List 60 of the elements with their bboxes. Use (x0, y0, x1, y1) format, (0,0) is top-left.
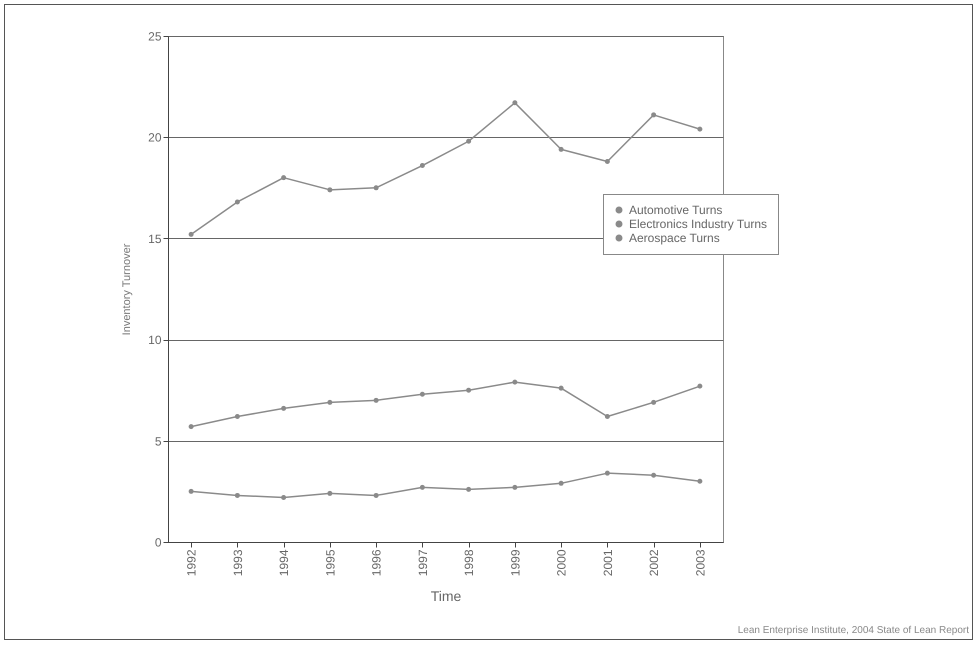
y-tick-label: 20 (148, 130, 162, 145)
point (374, 398, 379, 403)
y-tick-label: 5 (154, 434, 162, 448)
point (234, 199, 240, 204)
point (604, 158, 610, 164)
point (558, 386, 564, 391)
point (420, 484, 425, 490)
x-tick-label: 1999 (508, 549, 522, 576)
point (697, 478, 702, 484)
y-axis-title: Inventory Turnover (121, 243, 134, 336)
x-axis-title: Time (430, 588, 462, 604)
point (234, 414, 240, 420)
legend-label: Automotive Turns (629, 203, 722, 217)
text: Lean Enterprise Institute, 2004 State of Lean Report (738, 625, 969, 636)
point (281, 406, 286, 411)
point (558, 480, 564, 486)
x-tick-label: 2000 (554, 549, 569, 576)
point (604, 470, 610, 476)
point (420, 163, 425, 168)
point (697, 384, 702, 389)
point (512, 380, 518, 385)
x-tick-label: 2002 (647, 549, 662, 576)
point (327, 187, 332, 192)
x-tick-label: 1996 (370, 549, 384, 576)
y-tick-label: 10 (148, 333, 162, 348)
point (466, 486, 472, 492)
point (651, 400, 656, 405)
point (697, 126, 702, 132)
x-tick-label: 2003 (693, 549, 708, 576)
y-tick-label: 0 (154, 536, 162, 550)
point (466, 138, 472, 144)
point (651, 112, 656, 118)
x-tick-label: 1993 (230, 549, 245, 576)
point (234, 492, 240, 498)
point (188, 232, 194, 237)
x-tick-label: 2001 (600, 549, 615, 576)
point (604, 414, 610, 420)
point (420, 392, 425, 397)
point (558, 146, 564, 152)
point (374, 492, 379, 498)
x-tick-label: 1995 (323, 549, 338, 576)
point (512, 484, 518, 490)
y-tick-label: 15 (148, 232, 162, 246)
x-tick-label: 1994 (277, 549, 292, 576)
point (512, 100, 518, 106)
x-tick-label: 1998 (462, 549, 476, 576)
point (281, 494, 286, 500)
x-tick-label: 1992 (184, 549, 199, 576)
y-tick-label: 25 (148, 30, 162, 44)
legend-label: Electronics Industry Turns (629, 217, 768, 231)
point (327, 490, 332, 496)
point (466, 388, 472, 393)
point (281, 175, 286, 180)
point (651, 472, 656, 478)
point (188, 424, 194, 430)
x-tick-label: 1997 (416, 549, 430, 576)
legend-label: Aerospace Turns (629, 231, 720, 245)
point (327, 400, 332, 405)
point (374, 185, 379, 190)
point (188, 488, 194, 494)
